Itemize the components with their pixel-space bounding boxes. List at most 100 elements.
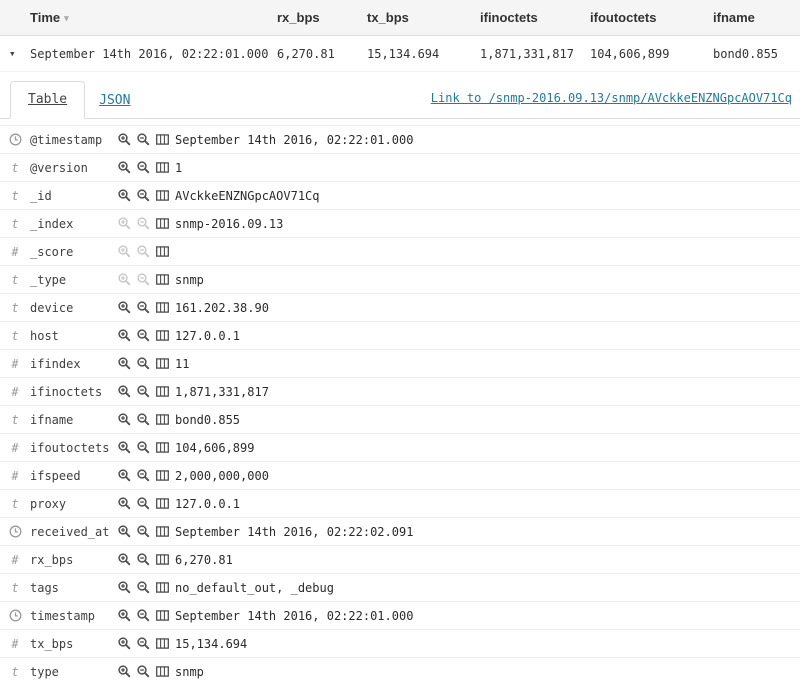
magnify-plus-icon[interactable] xyxy=(118,609,131,622)
magnify-plus-icon[interactable] xyxy=(118,665,131,678)
document-ifinoctets-cell: 1,871,331,817 xyxy=(480,46,574,61)
field-name: device xyxy=(30,300,74,315)
magnify-minus-icon[interactable] xyxy=(137,469,150,482)
table-column-icon[interactable] xyxy=(156,217,169,230)
magnify-plus-icon[interactable] xyxy=(118,133,131,146)
table-column-icon[interactable] xyxy=(156,581,169,594)
table-column-icon[interactable] xyxy=(156,441,169,454)
magnify-minus-icon[interactable] xyxy=(137,245,150,258)
field-value: 104,606,899 xyxy=(175,440,255,455)
field-name: tx_bps xyxy=(30,636,74,651)
magnify-minus-icon[interactable] xyxy=(137,441,150,454)
column-header-ifoutoctets[interactable]: ifoutoctets xyxy=(590,10,657,25)
magnify-minus-icon[interactable] xyxy=(137,385,150,398)
magnify-minus-icon[interactable] xyxy=(137,273,150,286)
field-name: host xyxy=(30,328,59,343)
magnify-minus-icon[interactable] xyxy=(137,497,150,510)
magnify-plus-icon[interactable] xyxy=(118,525,131,538)
magnify-plus-icon[interactable] xyxy=(118,357,131,370)
table-column-icon[interactable] xyxy=(156,525,169,538)
document-ifname-cell: bond0.855 xyxy=(713,46,779,61)
table-column-icon[interactable] xyxy=(156,245,169,258)
document-row[interactable]: ▾ September 14th 2016, 02:22:01.000 6,27… xyxy=(0,36,800,72)
table-column-icon[interactable] xyxy=(156,553,169,566)
magnify-minus-icon[interactable] xyxy=(137,161,150,174)
table-column-icon[interactable] xyxy=(156,497,169,510)
magnify-plus-icon[interactable] xyxy=(118,413,131,426)
table-column-icon[interactable] xyxy=(156,357,169,370)
field-value: September 14th 2016, 02:22:01.000 xyxy=(175,608,414,623)
document-table-header: Time ▾ rx_bps tx_bps ifinoctets ifoutocte… xyxy=(0,0,800,36)
tab-json[interactable]: JSON xyxy=(99,93,131,108)
text-type-icon: t xyxy=(11,160,19,175)
table-column-icon[interactable] xyxy=(156,469,169,482)
table-column-icon[interactable] xyxy=(156,189,169,202)
magnify-minus-icon[interactable] xyxy=(137,133,150,146)
field-actions xyxy=(118,133,175,146)
magnify-plus-icon[interactable] xyxy=(118,469,131,482)
table-column-icon[interactable] xyxy=(156,637,169,650)
magnify-plus-icon[interactable] xyxy=(118,385,131,398)
field-row: # ifspeed xyxy=(0,461,800,489)
magnify-minus-icon[interactable] xyxy=(137,217,150,230)
text-type-icon: t xyxy=(11,272,19,287)
magnify-plus-icon[interactable] xyxy=(118,441,131,454)
clock-icon xyxy=(0,525,30,538)
magnify-plus-icon[interactable] xyxy=(118,329,131,342)
table-column-icon[interactable] xyxy=(156,133,169,146)
magnify-minus-icon[interactable] xyxy=(137,357,150,370)
table-column-icon[interactable] xyxy=(156,385,169,398)
column-header-ifinoctets[interactable]: ifinoctets xyxy=(480,10,538,25)
field-value: 127.0.0.1 xyxy=(175,328,241,343)
table-column-icon[interactable] xyxy=(156,329,169,342)
field-value: 6,270.81 xyxy=(175,552,233,567)
table-column-icon[interactable] xyxy=(156,161,169,174)
table-column-icon[interactable] xyxy=(156,301,169,314)
magnify-plus-icon[interactable] xyxy=(118,189,131,202)
magnify-plus-icon[interactable] xyxy=(118,217,131,230)
column-header-rx-bps[interactable]: rx_bps xyxy=(277,10,320,25)
collapse-caret-icon[interactable]: ▾ xyxy=(9,47,16,60)
magnify-minus-icon[interactable] xyxy=(137,189,150,202)
sort-descending-icon[interactable]: ▾ xyxy=(64,13,69,23)
magnify-minus-icon[interactable] xyxy=(137,665,150,678)
document-permalink[interactable]: Link to /snmp-2016.09.13/snmp/AVckkeENZN… xyxy=(430,91,792,105)
tab-table[interactable]: Table xyxy=(10,81,86,119)
table-column-icon[interactable] xyxy=(156,273,169,286)
field-actions xyxy=(118,553,175,566)
field-name: _score xyxy=(30,244,74,259)
magnify-minus-icon[interactable] xyxy=(137,609,150,622)
magnify-plus-icon[interactable] xyxy=(118,273,131,286)
field-actions xyxy=(118,217,175,230)
column-header-time[interactable]: Time ▾ xyxy=(30,10,277,25)
magnify-plus-icon[interactable] xyxy=(118,553,131,566)
table-column-icon[interactable] xyxy=(156,413,169,426)
magnify-plus-icon[interactable] xyxy=(118,497,131,510)
magnify-minus-icon[interactable] xyxy=(137,413,150,426)
field-row: t device xyxy=(0,293,800,321)
magnify-minus-icon[interactable] xyxy=(137,637,150,650)
field-row: t host xyxy=(0,321,800,349)
magnify-plus-icon[interactable] xyxy=(118,161,131,174)
number-type-icon: # xyxy=(11,636,19,651)
column-header-ifname[interactable]: ifname xyxy=(713,10,755,25)
field-row: # ifinoctets xyxy=(0,377,800,405)
field-row: t _id xyxy=(0,181,800,209)
magnify-minus-icon[interactable] xyxy=(137,581,150,594)
magnify-minus-icon[interactable] xyxy=(137,329,150,342)
magnify-minus-icon[interactable] xyxy=(137,525,150,538)
table-column-icon[interactable] xyxy=(156,609,169,622)
field-value: AVckkeENZNGpcAOV71Cq xyxy=(175,188,320,203)
text-type-icon: t xyxy=(11,328,19,343)
magnify-minus-icon[interactable] xyxy=(137,553,150,566)
magnify-plus-icon[interactable] xyxy=(118,637,131,650)
magnify-plus-icon[interactable] xyxy=(118,581,131,594)
column-header-time-label: Time xyxy=(30,10,61,25)
magnify-plus-icon[interactable] xyxy=(118,301,131,314)
column-header-tx-bps[interactable]: tx_bps xyxy=(367,10,409,25)
table-column-icon[interactable] xyxy=(156,665,169,678)
field-actions xyxy=(118,469,175,482)
magnify-minus-icon[interactable] xyxy=(137,301,150,314)
number-type-icon: # xyxy=(11,384,19,399)
magnify-plus-icon[interactable] xyxy=(118,245,131,258)
